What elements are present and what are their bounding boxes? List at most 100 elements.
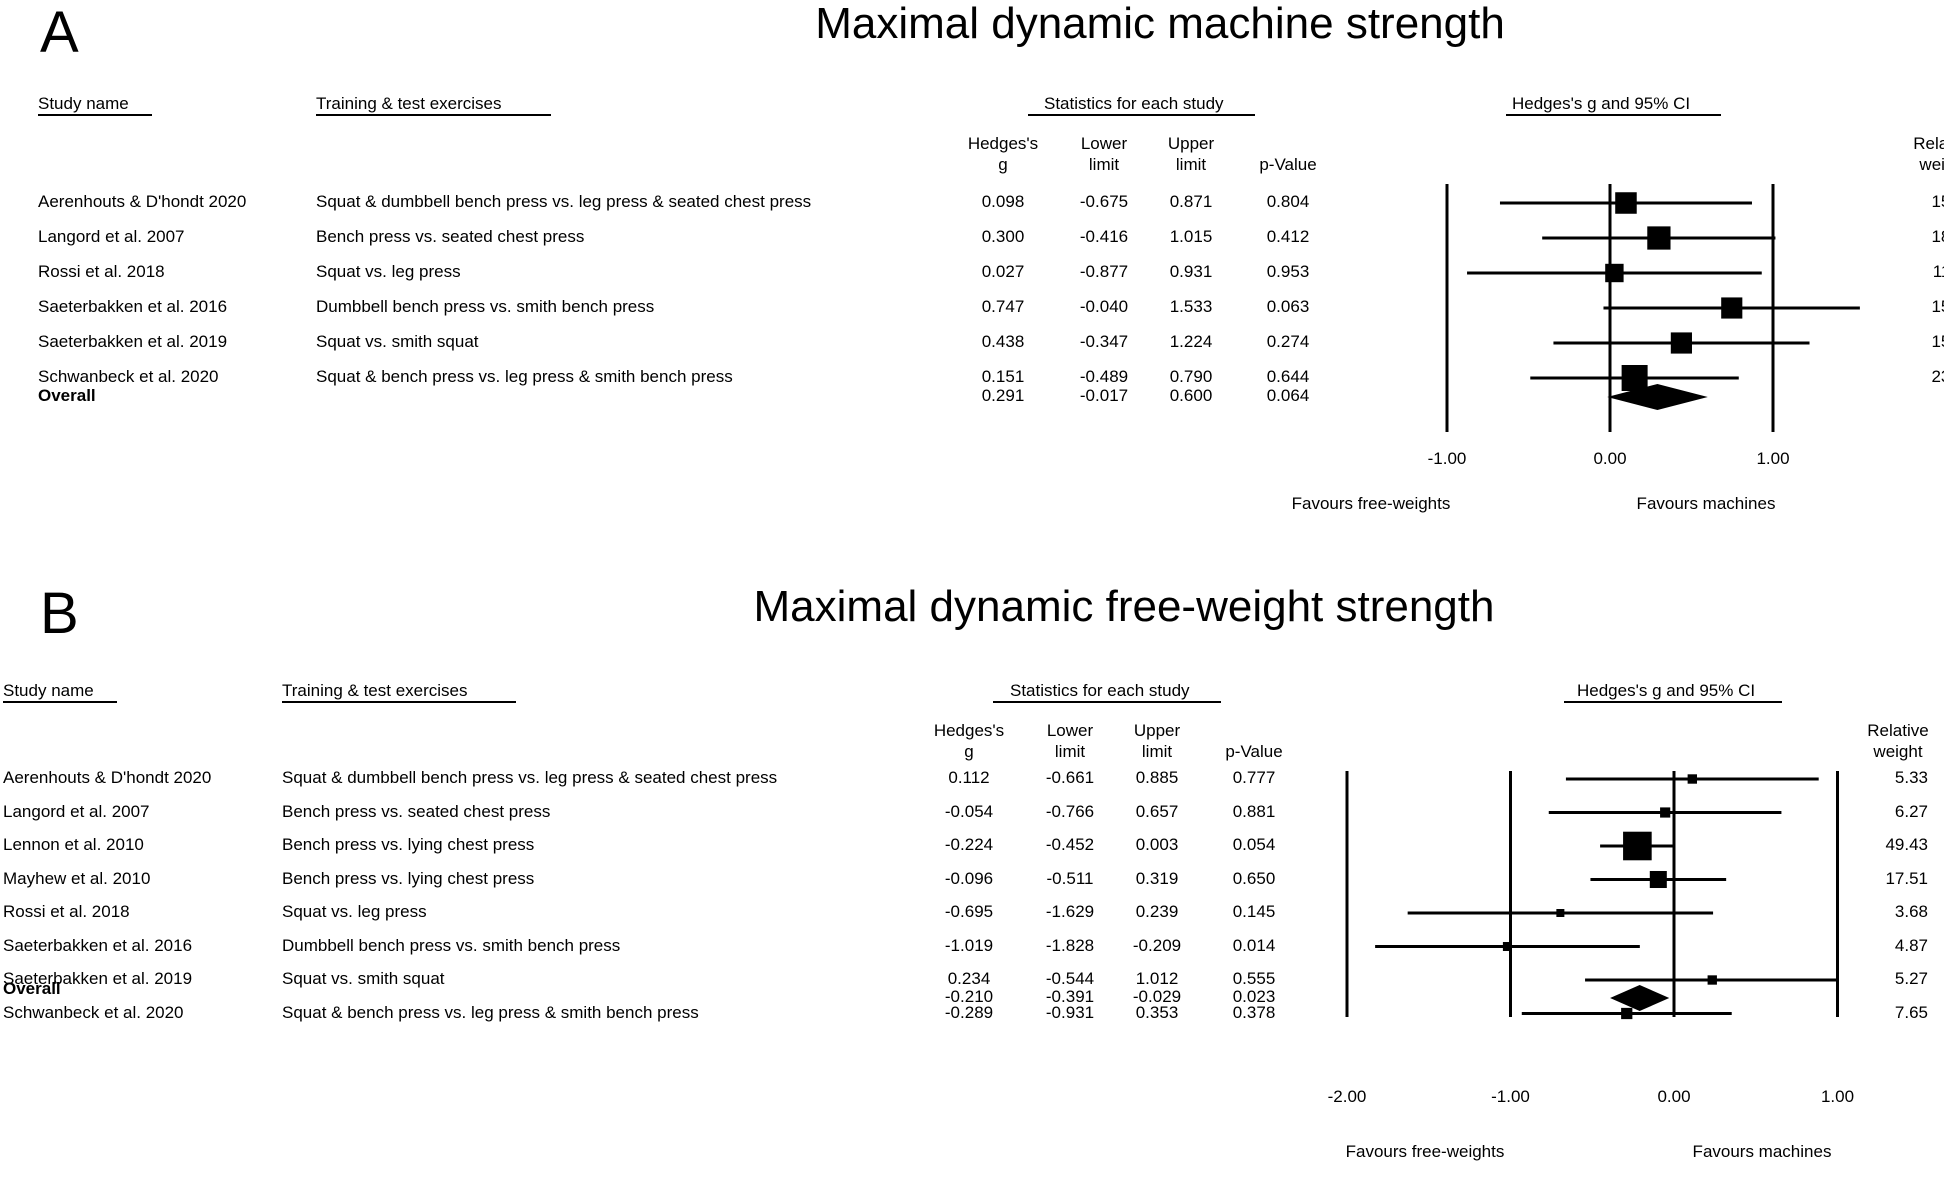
upper-limit-column-line: Upper [1167, 134, 1215, 153]
upper-limit-value: 1.015 [1169, 227, 1213, 246]
point-estimate [1660, 807, 1671, 818]
x-tick-label: -1.00 [1491, 1087, 1530, 1106]
lower-limit-column-line: Lower [1080, 134, 1128, 153]
exercise-text: Dumbbell bench press vs. smith bench pre… [316, 297, 655, 316]
study-name: Schwanbeck et al. 2020 [38, 367, 219, 386]
study-name: Saeterbakken et al. 2016 [38, 297, 228, 316]
x-tick-label: 0.00 [1657, 1087, 1691, 1106]
overall-diamond [1607, 384, 1708, 410]
p-value: 0.644 [1266, 367, 1310, 386]
point-estimate [1556, 909, 1565, 917]
exercise-text: Squat vs. leg press [316, 262, 461, 281]
p-value-column-line: p-Value [1225, 742, 1283, 761]
lower-limit-value: -0.766 [1045, 801, 1095, 821]
study-name: Schwanbeck et al. 2020 [3, 1002, 184, 1022]
hedges-g-value: 0.747 [981, 297, 1025, 316]
study-name: Saeterbakken et al. 2019 [38, 332, 228, 351]
p-value: 0.804 [1266, 192, 1310, 211]
lower-limit-value: -0.931 [1045, 1002, 1095, 1022]
point-estimate [1605, 263, 1624, 283]
lower-limit-value: -0.544 [1045, 969, 1095, 988]
p-value-column-header: p-Value [1209, 741, 1299, 762]
favours-right-label: Favours machines [1636, 494, 1776, 513]
overall-label: Overall [3, 979, 61, 998]
exercise-text: Bench press vs. seated chest press [316, 227, 585, 246]
forest-panel-b: B Maximal dynamic free-weight strength Stu… [0, 585, 1944, 1177]
upper-limit-value: 1.012 [1135, 969, 1179, 988]
lower-limit-value: -0.675 [1079, 192, 1129, 211]
study-name: Langord et al. 2007 [3, 801, 150, 821]
lower-limit-value: -0.347 [1079, 332, 1129, 351]
study-name: Rossi et al. 2018 [3, 902, 130, 921]
lower-limit-value: -0.489 [1079, 367, 1129, 386]
upper-limit-column-header: Upper limit [1112, 720, 1202, 762]
panel-letter: A [40, 0, 79, 65]
study-name: Saeterbakken et al. 2019 [3, 969, 193, 988]
point-estimate [1707, 975, 1717, 985]
hedges-g-value: -0.289 [944, 1002, 994, 1022]
overall-label: Overall [38, 386, 96, 405]
hedges-g-value: 0.151 [981, 367, 1025, 386]
lower-limit-column-line: Lower [1046, 721, 1094, 740]
hedges-g-value: -1.019 [944, 935, 994, 955]
chart-title: Maximal dynamic machine strength [815, 0, 1505, 48]
exercise-text: Squat vs. leg press [282, 902, 427, 921]
x-tick-label: 1.00 [1820, 1087, 1855, 1106]
relative-weight-column-header: Relative weight [1853, 720, 1943, 762]
upper-limit-value: 0.885 [1135, 768, 1179, 787]
study-name: Rossi et al. 2018 [38, 262, 165, 281]
hedges-g-value: 0.234 [947, 969, 991, 988]
relative-weight-value: 49.43 [1885, 835, 1928, 854]
hedges-g-value: -0.695 [944, 902, 994, 921]
point-estimate [1615, 192, 1637, 214]
point-estimate [1687, 774, 1698, 784]
hedges-g-value: -0.224 [944, 835, 994, 854]
point-estimate [1647, 226, 1671, 250]
relative-weight-column-line: weight [1873, 742, 1923, 761]
exercise-text: Squat & dumbbell bench press vs. leg pre… [316, 192, 812, 211]
lower-limit-column-line: limit [1088, 155, 1120, 174]
exercise-header-underline [282, 701, 516, 703]
upper-limit-value: 1.224 [1169, 332, 1213, 351]
study-name: Langord et al. 2007 [38, 227, 185, 246]
overall-diamond [1610, 985, 1670, 1011]
upper-limit-value: 0.931 [1169, 262, 1213, 281]
x-tick-label: -1.00 [1427, 449, 1467, 468]
x-tick-label: 0.00 [1593, 449, 1627, 468]
point-estimate [1623, 831, 1652, 861]
p-value: 0.555 [1232, 969, 1276, 988]
point-estimate [1621, 365, 1648, 391]
forest-plot [1345, 771, 1839, 1020]
hedges-g-column-line: g [998, 155, 1008, 174]
p-value-column-header: p-Value [1243, 154, 1333, 175]
overall-upper-limit-value: 0.600 [1169, 386, 1213, 405]
overall-hedges-g-value: 0.291 [981, 386, 1025, 405]
relative-weight-value: 17.51 [1885, 868, 1928, 888]
p-value: 0.145 [1232, 902, 1276, 921]
study-header-underline [38, 114, 152, 116]
relative-weight-value: 18.55 [1931, 227, 1944, 246]
plot-header-underline [1506, 114, 1721, 116]
hedges-g-value: -0.096 [944, 868, 994, 888]
overall-lower-limit-value: -0.017 [1079, 386, 1129, 405]
p-value: 0.412 [1266, 227, 1310, 246]
exercise-text: Bench press vs. lying chest press [282, 835, 535, 854]
stats-header-underline [1028, 114, 1255, 116]
hedges-g-value: 0.438 [981, 332, 1025, 351]
upper-limit-value: 1.533 [1169, 297, 1213, 316]
chart-title: Maximal dynamic free-weight strength [753, 582, 1495, 631]
p-value: 0.014 [1232, 935, 1276, 955]
relative-weight-value: 4.87 [1894, 935, 1928, 955]
relative-weight-value: 3.68 [1894, 902, 1928, 921]
x-tick-label: 1.00 [1756, 449, 1790, 468]
upper-limit-value: 0.319 [1135, 868, 1179, 888]
exercise-text: Bench press vs. seated chest press [282, 801, 551, 821]
p-value: 0.881 [1232, 801, 1276, 821]
point-estimate [1670, 332, 1692, 354]
hedges-g-column-header: Hedges's g [924, 720, 1014, 762]
overall-hedges-g-value: -0.210 [944, 987, 994, 1006]
lower-limit-value: -0.040 [1079, 297, 1129, 316]
point-estimate [1621, 1007, 1633, 1020]
p-value: 0.650 [1232, 868, 1276, 888]
hedges-g-value: 0.027 [981, 262, 1025, 281]
